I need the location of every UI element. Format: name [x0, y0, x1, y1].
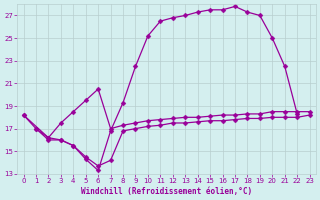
- X-axis label: Windchill (Refroidissement éolien,°C): Windchill (Refroidissement éolien,°C): [81, 187, 252, 196]
